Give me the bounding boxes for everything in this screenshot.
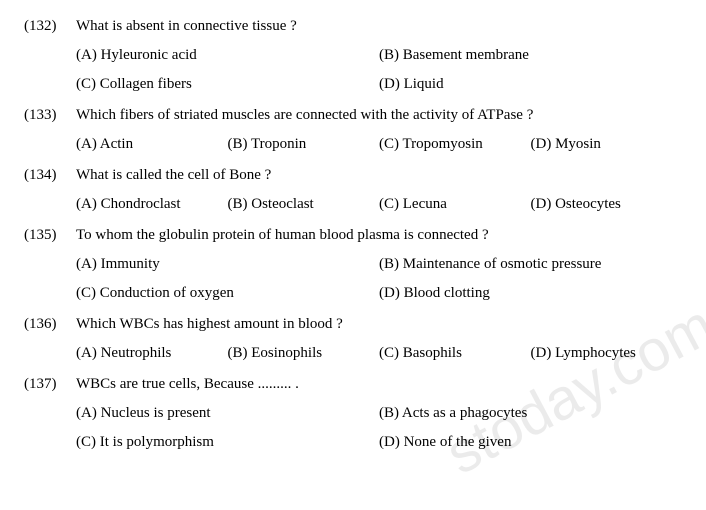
- option: (A) Immunity: [76, 256, 379, 273]
- options: (A) Chondroclast(B) Osteoclast(C) Lecuna…: [24, 196, 682, 213]
- question: (136)Which WBCs has highest amount in bl…: [24, 316, 682, 362]
- option: (C) Basophils: [379, 345, 531, 362]
- option: (C) Collagen fibers: [76, 76, 379, 93]
- question-text: WBCs are true cells, Because ......... .: [76, 376, 682, 393]
- options: (A) Neutrophils(B) Eosinophils(C) Basoph…: [24, 345, 682, 362]
- question-header: (137)WBCs are true cells, Because ......…: [24, 376, 682, 393]
- option: (B) Basement membrane: [379, 47, 682, 64]
- question-header: (135)To whom the globulin protein of hum…: [24, 227, 682, 244]
- option-row: (A) Neutrophils(B) Eosinophils(C) Basoph…: [76, 345, 682, 362]
- option-row: (C) Collagen fibers(D) Liquid: [76, 76, 682, 93]
- option: (C) Lecuna: [379, 196, 531, 213]
- question-header: (132)What is absent in connective tissue…: [24, 18, 682, 35]
- question-text: Which WBCs has highest amount in blood ?: [76, 316, 682, 333]
- option: (B) Acts as a phagocytes: [379, 405, 682, 422]
- question-number: (136): [24, 316, 76, 333]
- option-row: (C) Conduction of oxygen(D) Blood clotti…: [76, 285, 682, 302]
- question-text: What is absent in connective tissue ?: [76, 18, 682, 35]
- question-list: (132)What is absent in connective tissue…: [24, 18, 682, 451]
- question: (133)Which fibers of striated muscles ar…: [24, 107, 682, 153]
- option-row: (C) It is polymorphism(D) None of the gi…: [76, 434, 682, 451]
- question: (135)To whom the globulin protein of hum…: [24, 227, 682, 302]
- question-header: (133)Which fibers of striated muscles ar…: [24, 107, 682, 124]
- options: (A) Actin(B) Troponin(C) Tropomyosin(D) …: [24, 136, 682, 153]
- option: (D) Blood clotting: [379, 285, 682, 302]
- option-row: (A) Actin(B) Troponin(C) Tropomyosin(D) …: [76, 136, 682, 153]
- question-number: (134): [24, 167, 76, 184]
- option: (C) Tropomyosin: [379, 136, 531, 153]
- options: (A) Hyleuronic acid(B) Basement membrane…: [24, 47, 682, 93]
- question-text: To whom the globulin protein of human bl…: [76, 227, 682, 244]
- question-number: (132): [24, 18, 76, 35]
- option: (A) Chondroclast: [76, 196, 228, 213]
- question: (137)WBCs are true cells, Because ......…: [24, 376, 682, 451]
- question-text: Which fibers of striated muscles are con…: [76, 107, 682, 124]
- option: (D) Lymphocytes: [531, 345, 683, 362]
- option: (A) Neutrophils: [76, 345, 228, 362]
- option-row: (A) Hyleuronic acid(B) Basement membrane: [76, 47, 682, 64]
- option: (B) Eosinophils: [228, 345, 380, 362]
- question: (134)What is called the cell of Bone ? (A…: [24, 167, 682, 213]
- option: (D) Myosin: [531, 136, 683, 153]
- question-number: (133): [24, 107, 76, 124]
- option: (B) Troponin: [228, 136, 380, 153]
- option-row: (A) Immunity(B) Maintenance of osmotic p…: [76, 256, 682, 273]
- option-row: (A) Nucleus is present(B) Acts as a phag…: [76, 405, 682, 422]
- option: (B) Maintenance of osmotic pressure: [379, 256, 682, 273]
- option: (A) Actin: [76, 136, 228, 153]
- option: (D) Liquid: [379, 76, 682, 93]
- options: (A) Nucleus is present(B) Acts as a phag…: [24, 405, 682, 451]
- option: (D) None of the given: [379, 434, 682, 451]
- question: (132)What is absent in connective tissue…: [24, 18, 682, 93]
- options: (A) Immunity(B) Maintenance of osmotic p…: [24, 256, 682, 302]
- option: (A) Hyleuronic acid: [76, 47, 379, 64]
- option: (C) Conduction of oxygen: [76, 285, 379, 302]
- option: (A) Nucleus is present: [76, 405, 379, 422]
- question-number: (137): [24, 376, 76, 393]
- question-number: (135): [24, 227, 76, 244]
- option-row: (A) Chondroclast(B) Osteoclast(C) Lecuna…: [76, 196, 682, 213]
- option: (C) It is polymorphism: [76, 434, 379, 451]
- question-text: What is called the cell of Bone ?: [76, 167, 682, 184]
- option: (D) Osteocytes: [531, 196, 683, 213]
- question-header: (136)Which WBCs has highest amount in bl…: [24, 316, 682, 333]
- question-header: (134)What is called the cell of Bone ?: [24, 167, 682, 184]
- option: (B) Osteoclast: [228, 196, 380, 213]
